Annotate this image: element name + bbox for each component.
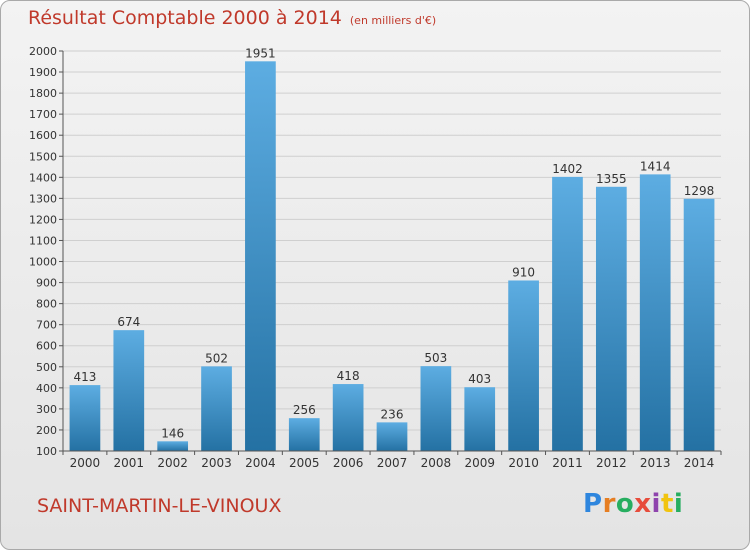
y-tick-label: 1000 [29,256,57,269]
x-tick-label: 2006 [333,456,364,470]
data-label-2011: 1402 [552,162,583,176]
bar-2006 [332,384,364,451]
proxiti-logo: Proxiti [583,489,683,519]
x-tick-label: 2001 [114,456,145,470]
brand-letter: i [651,489,661,519]
y-tick-label: 1900 [29,66,57,79]
x-tick-label: 2013 [640,456,671,470]
bar-2014 [683,198,715,451]
x-tick-label: 2002 [157,456,188,470]
y-tick-label: 1600 [29,129,57,142]
y-tick-label: 1500 [29,150,57,163]
x-tick-label: 2004 [245,456,276,470]
x-tick-label: 2005 [289,456,320,470]
y-tick-label: 2000 [29,45,57,58]
bars: 413 674 146 502 1951 256 418 236 503 403 910 1402 13… [69,46,715,452]
data-label-2002: 146 [161,426,184,440]
bar-2012 [595,186,627,451]
data-label-2009: 403 [468,372,491,386]
x-tick-label: 2011 [552,456,583,470]
x-tick-label: 2003 [201,456,232,470]
brand-letter: x [634,489,652,519]
y-axis-ticks: 100 200 300 400 500 600 700 800 900 1000 1100 1200 1… [29,45,63,458]
bar-2010 [508,280,539,451]
y-tick-label: 1300 [29,192,57,205]
y-tick-label: 900 [36,277,57,290]
data-label-2010: 910 [512,265,535,279]
bar-2009 [464,387,496,451]
brand-letter: P [583,489,603,519]
data-label-2000: 413 [73,370,96,384]
brand-letter: t [660,489,674,519]
y-tick-label: 1800 [29,87,57,100]
x-tick-label: 2009 [464,456,495,470]
bar-2002 [157,441,189,451]
axes [62,51,721,452]
y-tick-label: 1700 [29,108,57,121]
y-tick-label: 1100 [29,234,57,247]
brand-letter: r [602,489,616,519]
bar-2000 [69,385,101,451]
brand-letter: o [615,489,635,519]
y-tick-label: 700 [36,319,57,332]
y-tick-label: 100 [36,445,57,458]
x-axis-ticks: 2000 2001 2002 2003 2004 2005 2006 2007 2008 2009… [62,451,722,470]
x-tick-label: 2008 [421,456,452,470]
data-label-2013: 1414 [640,159,671,173]
y-tick-label: 1200 [29,213,57,226]
bar-2013 [639,174,671,452]
x-tick-label: 2007 [377,456,408,470]
bar-2004 [245,61,276,451]
brand-letter: i [673,489,684,519]
y-tick-label: 400 [36,382,57,395]
x-tick-label: 2014 [684,456,715,470]
chart-title-text: Résultat Comptable 2000 à 2014 [28,7,342,29]
bar-2007 [376,422,408,451]
bar-2005 [288,418,320,451]
chart-title: Résultat Comptable 2000 à 2014 (en millie… [28,7,436,29]
y-tick-label: 1400 [29,171,57,184]
data-label-2007: 236 [381,407,404,421]
y-tick-label: 600 [36,340,57,353]
data-label-2006: 418 [337,369,360,383]
data-label-2003: 502 [205,351,228,365]
bar-2011 [552,176,583,452]
data-label-2004: 1951 [245,46,276,60]
data-label-2005: 256 [293,403,316,417]
chart-subtitle: (en milliers d'€) [349,14,437,27]
bar-2008 [420,366,452,451]
x-tick-label: 2012 [596,456,627,470]
y-tick-label: 500 [36,361,57,374]
bar-2001 [113,330,145,451]
x-tick-label: 2000 [70,456,101,470]
bar-2003 [201,366,232,451]
y-tick-label: 300 [36,403,57,416]
data-label-2014: 1298 [684,184,715,198]
data-label-2008: 503 [424,351,447,365]
x-tick-label: 2010 [508,456,539,470]
data-label-2001: 674 [117,315,140,329]
y-tick-label: 800 [36,298,57,311]
place-name: SAINT-MARTIN-LE-VINOUX [37,495,282,517]
data-label-2012: 1355 [596,172,627,186]
y-tick-label: 200 [36,424,57,437]
